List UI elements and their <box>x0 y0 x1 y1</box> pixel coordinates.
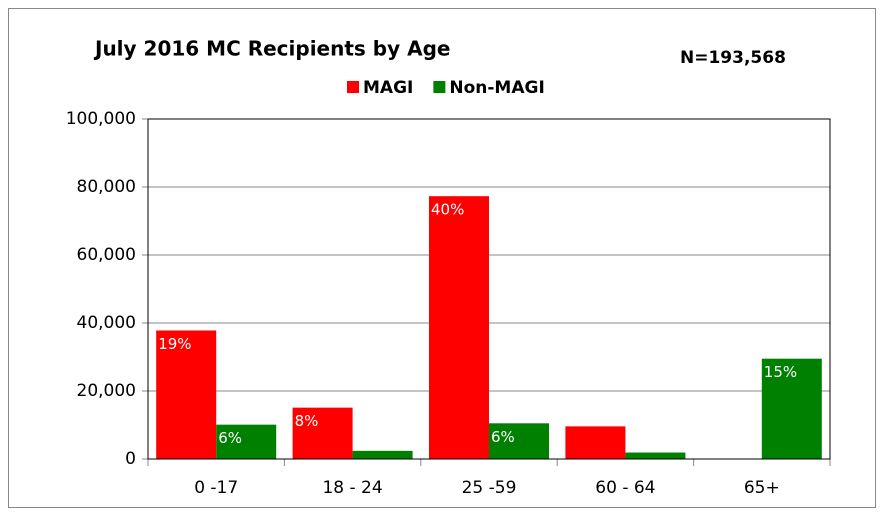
bar-share-label: 19% <box>158 335 191 353</box>
bar-share-label: 40% <box>431 201 464 219</box>
bar <box>352 450 413 459</box>
bar-share-label: 15% <box>764 363 797 381</box>
legend-swatch <box>347 81 359 93</box>
bar-share-label: 6% <box>491 428 515 446</box>
y-tick-label: 60,000 <box>77 245 136 265</box>
x-tick-label: 18 - 24 <box>322 478 382 498</box>
chart-title: July 2016 MC Recipients by Age <box>93 37 450 61</box>
y-tick-label: 0 <box>125 449 136 469</box>
bar <box>292 407 353 459</box>
x-tick-label: 0 -17 <box>194 478 238 498</box>
chart-subtitle: N=193,568 <box>680 48 786 68</box>
legend-swatch <box>433 81 446 93</box>
bar <box>216 424 277 459</box>
legend-label: Non-MAGI <box>449 78 544 98</box>
legend-label: MAGI <box>363 78 413 98</box>
bar-share-label: 8% <box>295 412 319 430</box>
bar <box>761 358 822 459</box>
x-tick-label: 65+ <box>744 478 780 498</box>
x-tick-label: 25 -59 <box>462 478 517 498</box>
x-tick-label: 60 - 64 <box>595 478 655 498</box>
bar-share-label: 6% <box>218 429 242 447</box>
y-tick-label: 80,000 <box>77 177 136 197</box>
y-tick-label: 20,000 <box>77 381 136 401</box>
plot-border <box>147 118 831 460</box>
bar <box>156 330 217 459</box>
bar <box>565 426 626 459</box>
bar <box>429 196 489 459</box>
y-tick-label: 100,000 <box>66 109 136 129</box>
bar <box>625 452 686 459</box>
bar <box>489 423 549 459</box>
y-tick-label: 40,000 <box>77 313 136 333</box>
